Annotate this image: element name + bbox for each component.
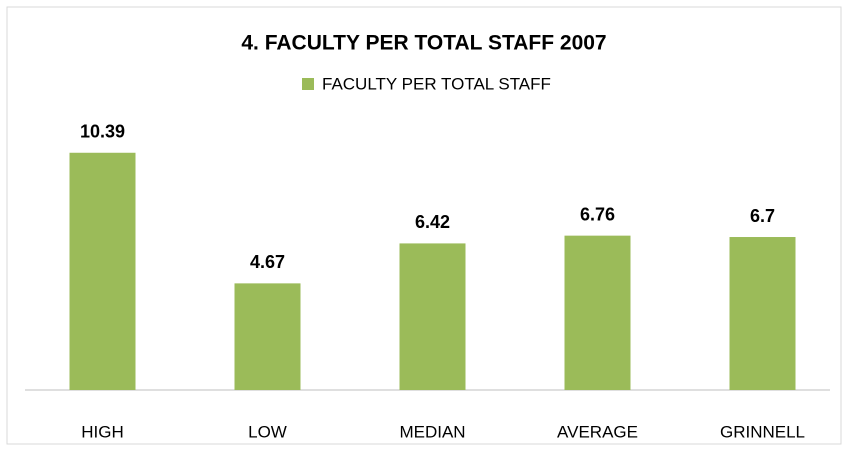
legend-swatch bbox=[302, 78, 314, 90]
bar bbox=[69, 152, 136, 390]
x-tick-label: LOW bbox=[248, 422, 287, 441]
bar bbox=[399, 243, 466, 390]
chart-title: 4. FACULTY PER TOTAL STAFF 2007 bbox=[241, 32, 606, 55]
data-label: 6.7 bbox=[750, 206, 775, 226]
data-label: 6.42 bbox=[415, 212, 450, 232]
legend-label: FACULTY PER TOTAL STAFF bbox=[322, 74, 551, 93]
x-tick-label: AVERAGE bbox=[557, 422, 638, 441]
data-label: 10.39 bbox=[80, 122, 125, 142]
data-label: 4.67 bbox=[250, 252, 285, 272]
bar bbox=[234, 283, 301, 390]
x-tick-label: MEDIAN bbox=[399, 422, 465, 441]
x-tick-label: GRINNELL bbox=[720, 422, 805, 441]
bar bbox=[564, 235, 631, 390]
data-label: 6.76 bbox=[580, 204, 615, 224]
x-tick-label: HIGH bbox=[81, 422, 124, 441]
bar bbox=[729, 237, 796, 390]
